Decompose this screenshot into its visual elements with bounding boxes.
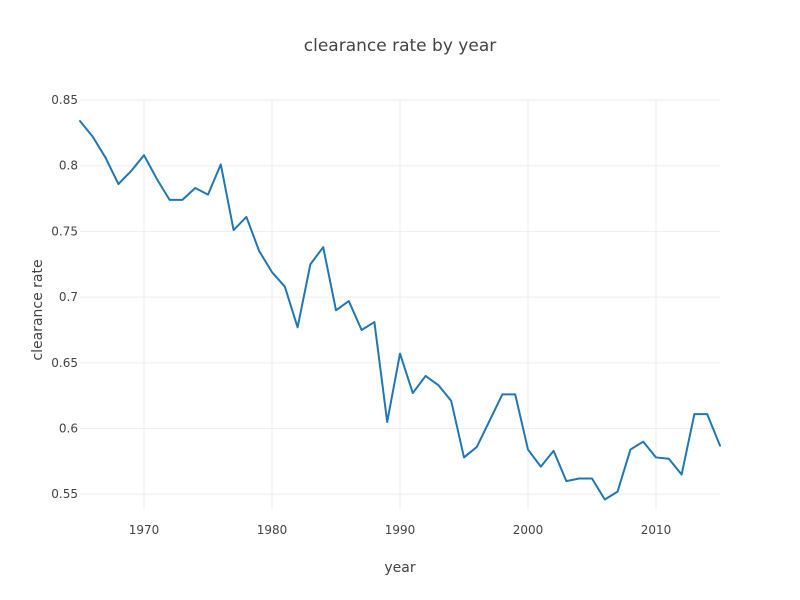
y-tick-label: 0.75 <box>51 224 78 238</box>
x-axis-ticks: 1970 1980 1990 2000 2010 <box>129 523 672 537</box>
y-tick-label: 0.8 <box>59 159 78 173</box>
x-tick-label: 1980 <box>257 523 288 537</box>
y-axis-title: clearance rate <box>30 259 46 360</box>
y-tick-label: 0.7 <box>59 290 78 304</box>
y-tick-label: 0.65 <box>51 356 78 370</box>
y-tick-label: 0.55 <box>51 487 78 501</box>
y-tick-label: 0.6 <box>59 422 78 436</box>
x-axis-title: year <box>384 560 415 576</box>
x-tick-label: 2000 <box>513 523 544 537</box>
chart-title: clearance rate by year <box>304 36 496 56</box>
series-layer <box>79 120 721 501</box>
x-tick-label: 1990 <box>385 523 416 537</box>
x-tick-label: 1970 <box>129 523 160 537</box>
y-tick-label: 0.85 <box>51 93 78 107</box>
grid-lines <box>80 99 720 510</box>
y-axis-ticks: 0.55 0.6 0.65 0.7 0.75 0.8 0.85 <box>51 93 78 501</box>
clearance-rate-line <box>79 120 721 501</box>
x-tick-label: 2010 <box>641 523 672 537</box>
